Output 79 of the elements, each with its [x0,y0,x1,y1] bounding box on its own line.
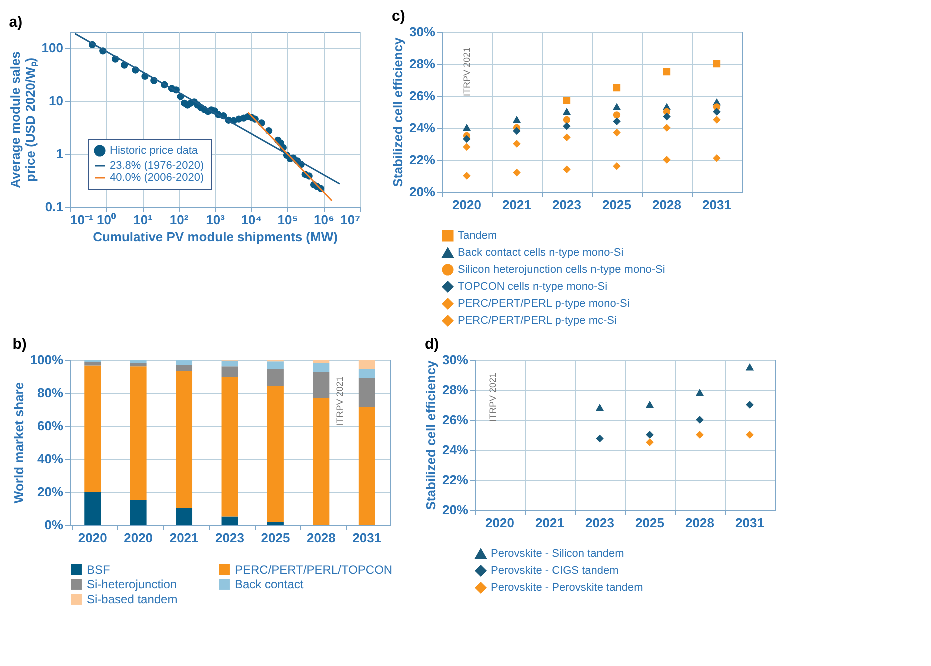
y-axis-title: Stabilized cell efficiency [390,36,406,188]
x-tick-label: 2031 [736,516,764,530]
annotation: ITRPV 2021 [462,47,472,97]
y-tick-label: 22% [409,152,436,168]
x-tick-label: 10¹ [134,212,152,228]
y-axis-title: Average module sales price (USD 2020/Wₚ) [8,52,39,188]
x-tick-label: 2021 [502,198,532,212]
y-axis-title: Stabilized cell efficiency [423,360,438,510]
y-tick-label: 60% [37,418,64,434]
legend-label: Perovskite - Silicon tandem [491,548,624,560]
y-tick-label: 80% [37,386,64,400]
legend-label: PERC/PERT/PERL p-type mono-Si [458,298,630,310]
annotation: ITRPV 2021 [335,376,345,426]
chart-title: b) [12,336,27,353]
chart-title: a) [9,14,23,31]
x-tick-label: 2023 [586,516,614,530]
y-axis-title: World market share [11,382,26,504]
y-tick-label: 26% [409,88,436,104]
legend-label: Historic price data [110,145,199,157]
x-tick-label: 2023 [552,198,582,212]
x-tick-label: 2020 [486,516,514,530]
y-tick-label: 100 [42,40,64,56]
legend-label: Si-based tandem [87,592,178,606]
x-tick-label: 10⁶ [314,212,334,228]
y-tick-label: 30% [442,352,469,368]
x-axis-title: Cumulative PV module shipments (MW) [93,230,338,244]
x-tick-label: 10⁷ [340,212,360,228]
legend-label: Perovskite - CIGS tandem [491,565,619,577]
x-tick-label: 2020 [78,530,108,546]
legend-label: Perovskite - Perovskite tandem [491,582,644,594]
legend-label: Tandem [458,230,498,242]
annotation: ITRPV 2021 [488,372,498,422]
legend-label: PERC/PERT/PERL/TOPCON [235,562,393,577]
chart-title: c) [392,8,406,25]
x-tick-label: 10² [170,212,190,228]
legend-label: Back contact [235,578,304,592]
legend-label: TOPCON cells n-type mono-Si [458,281,608,293]
y-tick-label: 22% [442,472,469,488]
x-tick-label: 2031 [702,198,732,212]
y-tick-label: 40% [37,452,64,466]
legend-label: PERC/PERT/PERL p-type mc-Si [458,315,617,327]
x-tick-label: 10⁴ [241,212,262,228]
x-tick-label: 2025 [261,530,290,546]
x-tick-label: 2031 [352,530,382,546]
x-tick-label: 2025 [602,198,632,212]
y-tick-label: 100% [30,352,64,368]
x-tick-label: 10⁻¹ [70,212,94,228]
x-tick-label: 2021 [536,516,564,530]
y-tick-label: 0.1 [45,200,64,214]
y-tick-label: 26% [442,412,469,428]
x-tick-label: 2028 [652,198,682,212]
x-tick-label: 2023 [216,530,244,546]
x-tick-label: 2025 [636,516,664,530]
y-tick-label: 20% [442,502,469,518]
y-tick-label: 28% [442,382,469,398]
x-tick-label: 10⁰ [97,212,116,228]
x-tick-label: 2021 [170,530,199,546]
legend-label: Si-heterojunction [87,578,178,592]
x-tick-label: 2020 [124,530,154,546]
x-tick-label: 2028 [686,516,714,530]
x-tick-label: 2028 [306,530,336,546]
y-tick-label: 20% [409,184,436,200]
y-tick-label: 24% [442,442,469,458]
y-tick-label: 30% [409,24,436,40]
y-tick-label: 28% [409,56,436,72]
x-tick-label: 10³ [206,212,226,228]
y-tick-label: 10 [49,93,64,108]
y-tick-label: 1 [56,146,64,162]
y-tick-label: 0% [44,518,64,532]
legend-label: Back contact cells n-type mono-Si [458,247,624,259]
x-tick-label: 2020 [452,198,482,212]
legend-label: BSF [87,562,110,577]
y-tick-label: 24% [409,120,436,136]
legend-label: 23.8% (1976-2020) [110,160,204,172]
chart-title: d) [424,336,440,353]
legend-label: 40.0% (2006-2020) [110,172,204,184]
y-tick-label: 20% [37,484,64,500]
legend-label: Silicon heterojunction cells n-type mono-Si [458,264,666,276]
x-tick-label: 10⁵ [278,212,298,228]
